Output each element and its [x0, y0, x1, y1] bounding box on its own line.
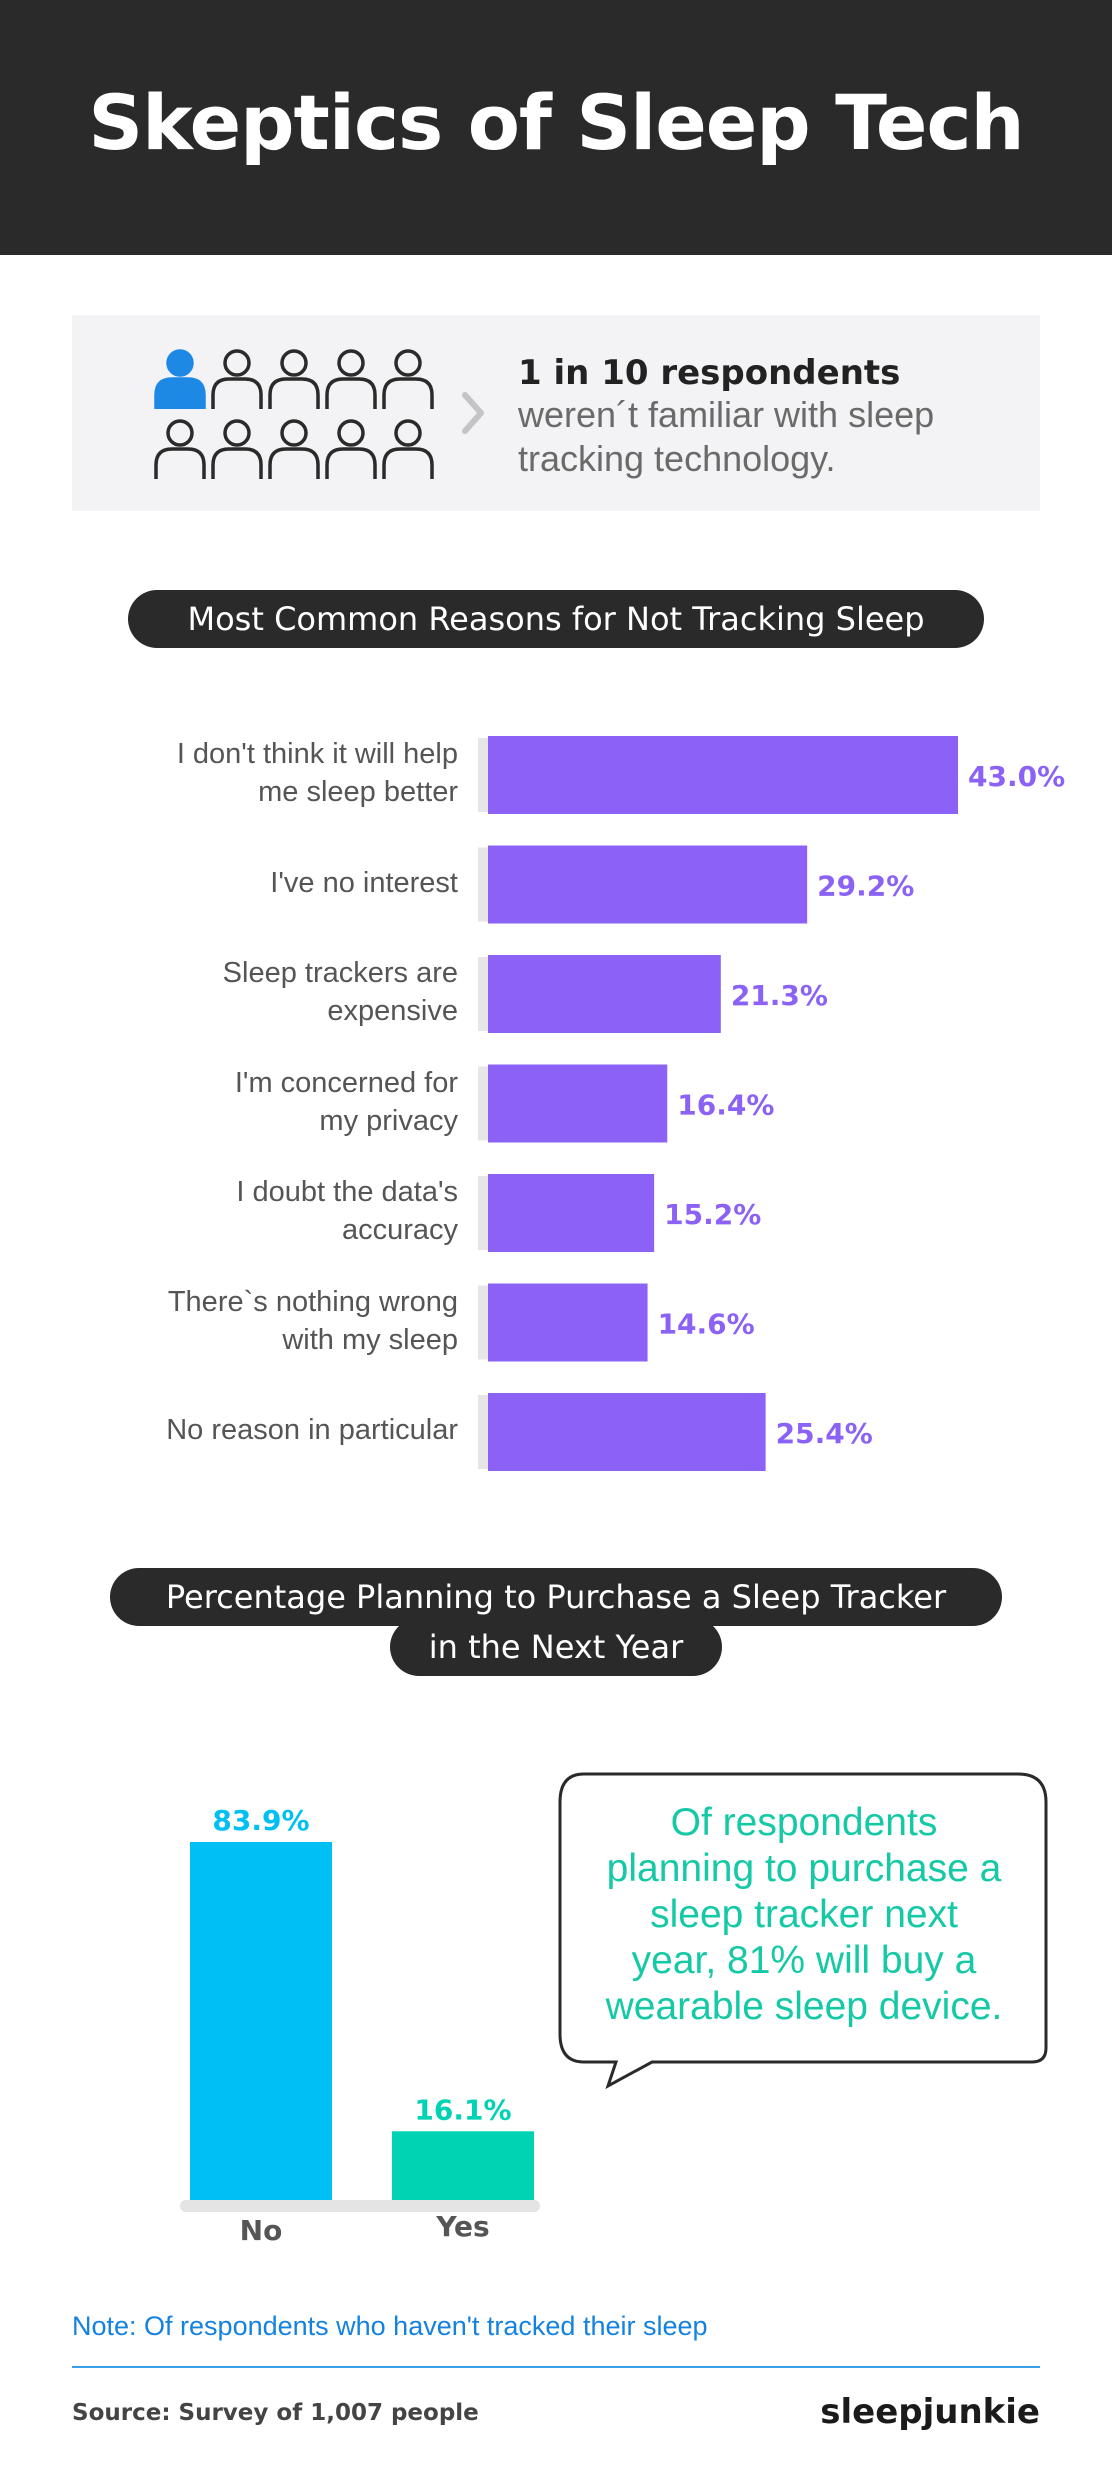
purchase-chart-title-line-2: in the Next Year — [390, 1618, 722, 1676]
purchase-category-label: Yes — [435, 2210, 489, 2243]
stat-line-1: weren´t familiar with sleep — [518, 394, 935, 435]
reason-label-line: I'm concerned for — [234, 1066, 458, 1099]
bar-shadow — [478, 957, 488, 1031]
person-icon — [211, 419, 263, 479]
person-icon — [325, 349, 377, 409]
reason-label-line: There`s nothing wrong — [167, 1285, 458, 1318]
bar-shadow — [478, 1285, 488, 1360]
reason-category-label: I doubt the data's accuracy — [98, 1173, 458, 1249]
reason-value-label: 25.4% — [776, 1417, 873, 1450]
people-pictogram — [154, 349, 434, 479]
reason-value-label: 21.3% — [731, 979, 828, 1012]
source-credit: Source: Survey of 1,007 people — [72, 2400, 479, 2426]
stat-line-2: tracking technology. — [518, 438, 836, 479]
person-icon — [268, 349, 320, 409]
purchase-category-label: No — [240, 2214, 283, 2247]
reason-bar — [488, 1283, 648, 1362]
purchase-chart-title-line-1: Percentage Planning to Purchase a Sleep … — [110, 1568, 1002, 1626]
bar-shadow — [478, 1395, 488, 1469]
annotation-line: planning to purchase a — [606, 1847, 1002, 1890]
reason-category-label: I've no interest — [98, 864, 458, 902]
speech-bubble — [558, 1772, 1048, 2090]
reason-label-line: me sleep better — [258, 776, 458, 808]
reason-bar — [488, 955, 721, 1033]
bar-shadow — [478, 738, 488, 812]
bar-shadow — [478, 847, 488, 922]
reason-label-line: I don't think it will help — [176, 738, 458, 770]
footnote: Note: Of respondents who haven't tracked… — [72, 2311, 708, 2341]
reason-bar — [488, 845, 808, 924]
baseline-shadow — [180, 2200, 540, 2212]
annotation-line: Of respondents — [670, 1801, 938, 1844]
reason-label-line: with my sleep — [282, 1323, 458, 1356]
reason-label-line: Sleep trackers are — [222, 957, 458, 989]
reason-bar — [488, 1064, 668, 1143]
reasons-bar-chart: 43.0% 29.2% 21.3% 16.4% 15.2% 14.6% 25.4% — [478, 736, 1065, 1471]
person-icon — [325, 419, 377, 479]
reason-value-label: 29.2% — [817, 870, 914, 903]
person-icon — [154, 349, 206, 409]
brand-logo: sleepjunkie — [820, 2392, 1040, 2432]
reason-label-line: expensive — [327, 995, 458, 1027]
chevron-right-icon — [462, 392, 484, 434]
bubble-annotation: Of respondents planning to purchase a sl… — [576, 1800, 1032, 2030]
reason-category-label: There`s nothing wrong with my sleep — [98, 1283, 458, 1359]
stat-callout: 1 in 10 respondents weren´t familiar wit… — [72, 315, 1040, 511]
reason-label-line: accuracy — [341, 1214, 458, 1246]
person-icon — [268, 419, 320, 479]
annotation-line: wearable sleep device. — [605, 1985, 1003, 2028]
reason-label-line: I've no interest — [270, 866, 458, 899]
purchase-value-label: 83.9% — [212, 1804, 309, 1837]
annotation-line: sleep tracker next — [650, 1893, 958, 1936]
reason-category-label: No reason in particular — [98, 1411, 458, 1449]
person-icon — [211, 349, 263, 409]
annotation-line: year, 81% will buy a — [631, 1939, 977, 1982]
page-title: Skeptics of Sleep Tech — [88, 78, 1024, 167]
stat-highlight: 1 in 10 respondents — [518, 353, 901, 393]
reason-value-label: 15.2% — [664, 1198, 761, 1231]
stat-description: weren´t familiar with sleep tracking tec… — [518, 393, 1028, 481]
purchase-bar-no — [190, 1842, 332, 2200]
reason-value-label: 14.6% — [658, 1308, 755, 1341]
reason-label-line: No reason in particular — [166, 1414, 458, 1446]
reasons-chart-title: Most Common Reasons for Not Tracking Sle… — [128, 590, 984, 648]
person-icon — [382, 349, 434, 409]
reason-category-label: I'm concerned for my privacy — [98, 1064, 458, 1140]
person-icon — [382, 419, 434, 479]
reason-bar — [488, 1393, 766, 1471]
reason-value-label: 43.0% — [968, 760, 1065, 793]
bar-shadow — [478, 1176, 488, 1250]
reason-label-line: my privacy — [319, 1104, 458, 1137]
purchase-bar-yes — [392, 2131, 534, 2200]
reason-value-label: 16.4% — [677, 1089, 774, 1122]
reason-category-label: I don't think it will help me sleep bette… — [98, 735, 458, 811]
reason-label-line: I doubt the data's — [236, 1176, 458, 1208]
reason-bar — [488, 1174, 655, 1252]
reason-bar — [488, 736, 958, 814]
divider — [72, 2366, 1040, 2368]
person-icon — [154, 419, 206, 479]
bar-shadow — [478, 1066, 488, 1141]
purchase-column-chart: 83.9% No 16.1% Yes — [180, 1804, 540, 2247]
header-banner: Skeptics of Sleep Tech — [0, 0, 1112, 255]
purchase-value-label: 16.1% — [414, 2093, 511, 2126]
reason-category-label: Sleep trackers are expensive — [98, 954, 458, 1030]
